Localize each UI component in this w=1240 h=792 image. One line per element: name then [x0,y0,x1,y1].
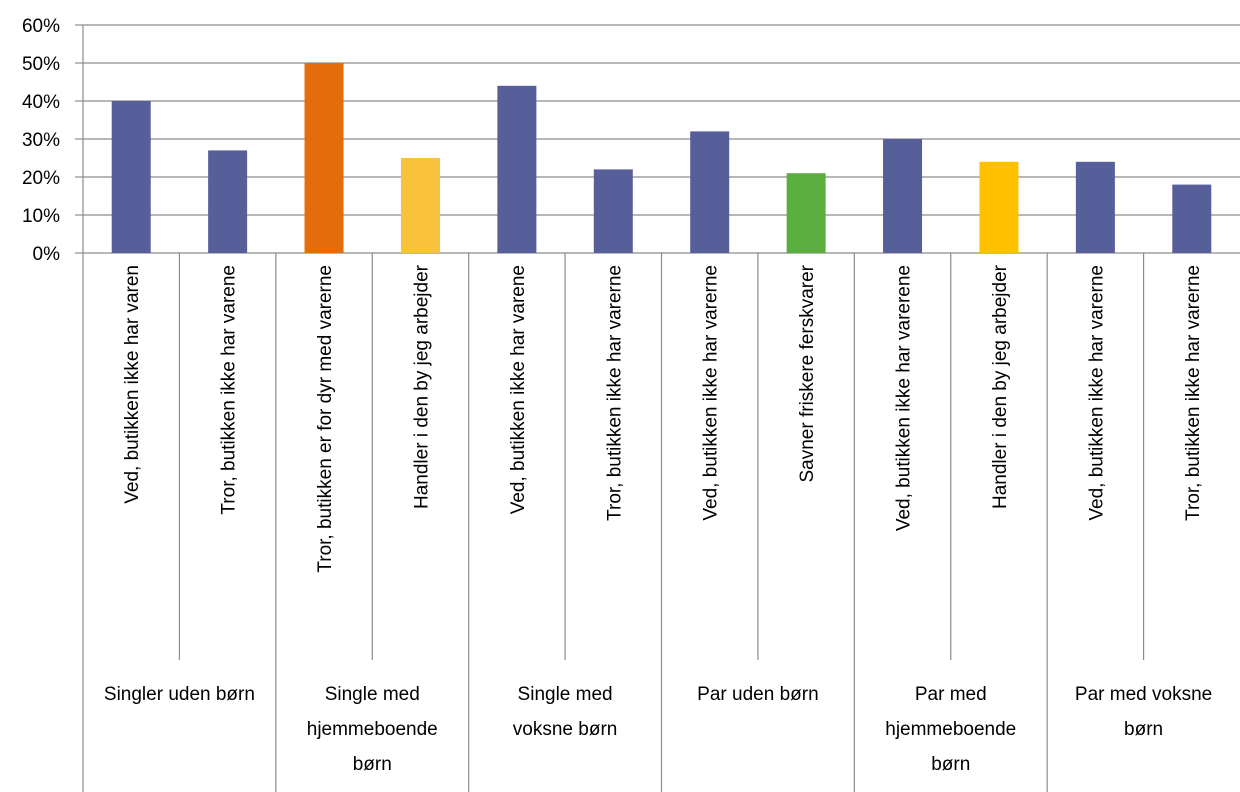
group-label: hjemmeboende [885,719,1016,740]
group-label: Par med [915,684,987,705]
category-label: Tror, butikken ikke har varerne [604,265,625,521]
group-label: børn [1124,719,1163,740]
group-label: Single med [518,684,613,705]
group-label: børn [931,754,970,775]
category-label: Ved, butikken ikke har varerene [894,265,915,531]
category-label: Handler i den by jeg arbejder [990,264,1011,509]
group-label: Single med [325,684,420,705]
group-label: hjemmeboende [307,719,438,740]
bar [593,169,633,253]
y-tick-label: 0% [33,244,61,265]
axes [82,25,1145,792]
category-label: Ved, butikken ikke har varerne [1086,265,1107,521]
bar [690,131,730,253]
category-label: Tror, butikken er for dyr med varerne [315,265,336,573]
bar [400,158,440,253]
bar [979,161,1019,253]
bars [111,63,1212,253]
y-axis-ticks: 0% 10% 20% 30% 40% 50% 60% [22,16,60,265]
group-label: Par med voksne [1075,684,1212,705]
bar [1172,184,1212,253]
bar [208,150,248,253]
group-labels: Singler uden børn Single med hjemmeboende b… [104,684,1212,775]
y-tick-label: 50% [22,54,60,75]
bar [304,63,344,253]
bar [786,173,826,253]
category-label: Tror, butikken ikke har varerne [1183,265,1204,521]
bar [1075,161,1115,253]
y-tick-label: 30% [22,130,60,151]
y-tick-label: 20% [22,168,60,189]
group-label: Singler uden børn [104,684,255,705]
category-label: Handler i den by jeg arbejder [411,264,432,509]
category-labels: Ved, butikken ikke har varen Tror, butikk… [122,264,1204,572]
y-tick-label: 60% [22,16,60,37]
bar [111,101,151,253]
gridlines [75,24,1240,254]
category-label: Ved, butikken ikke har varerne [701,265,722,521]
y-tick-label: 40% [22,92,60,113]
category-label: Tror, butikken ikke har varene [219,265,240,515]
group-label: Par uden børn [697,684,818,705]
y-tick-label: 10% [22,206,60,227]
category-label: Savner friskere ferskvarer [797,264,818,482]
category-label: Ved, butikken ikke har varen [122,265,143,504]
group-label: børn [353,754,392,775]
bar [497,85,537,253]
category-label: Ved, butikken ikke har varene [508,265,529,514]
group-label: voksne børn [513,719,618,740]
bar [883,139,923,253]
